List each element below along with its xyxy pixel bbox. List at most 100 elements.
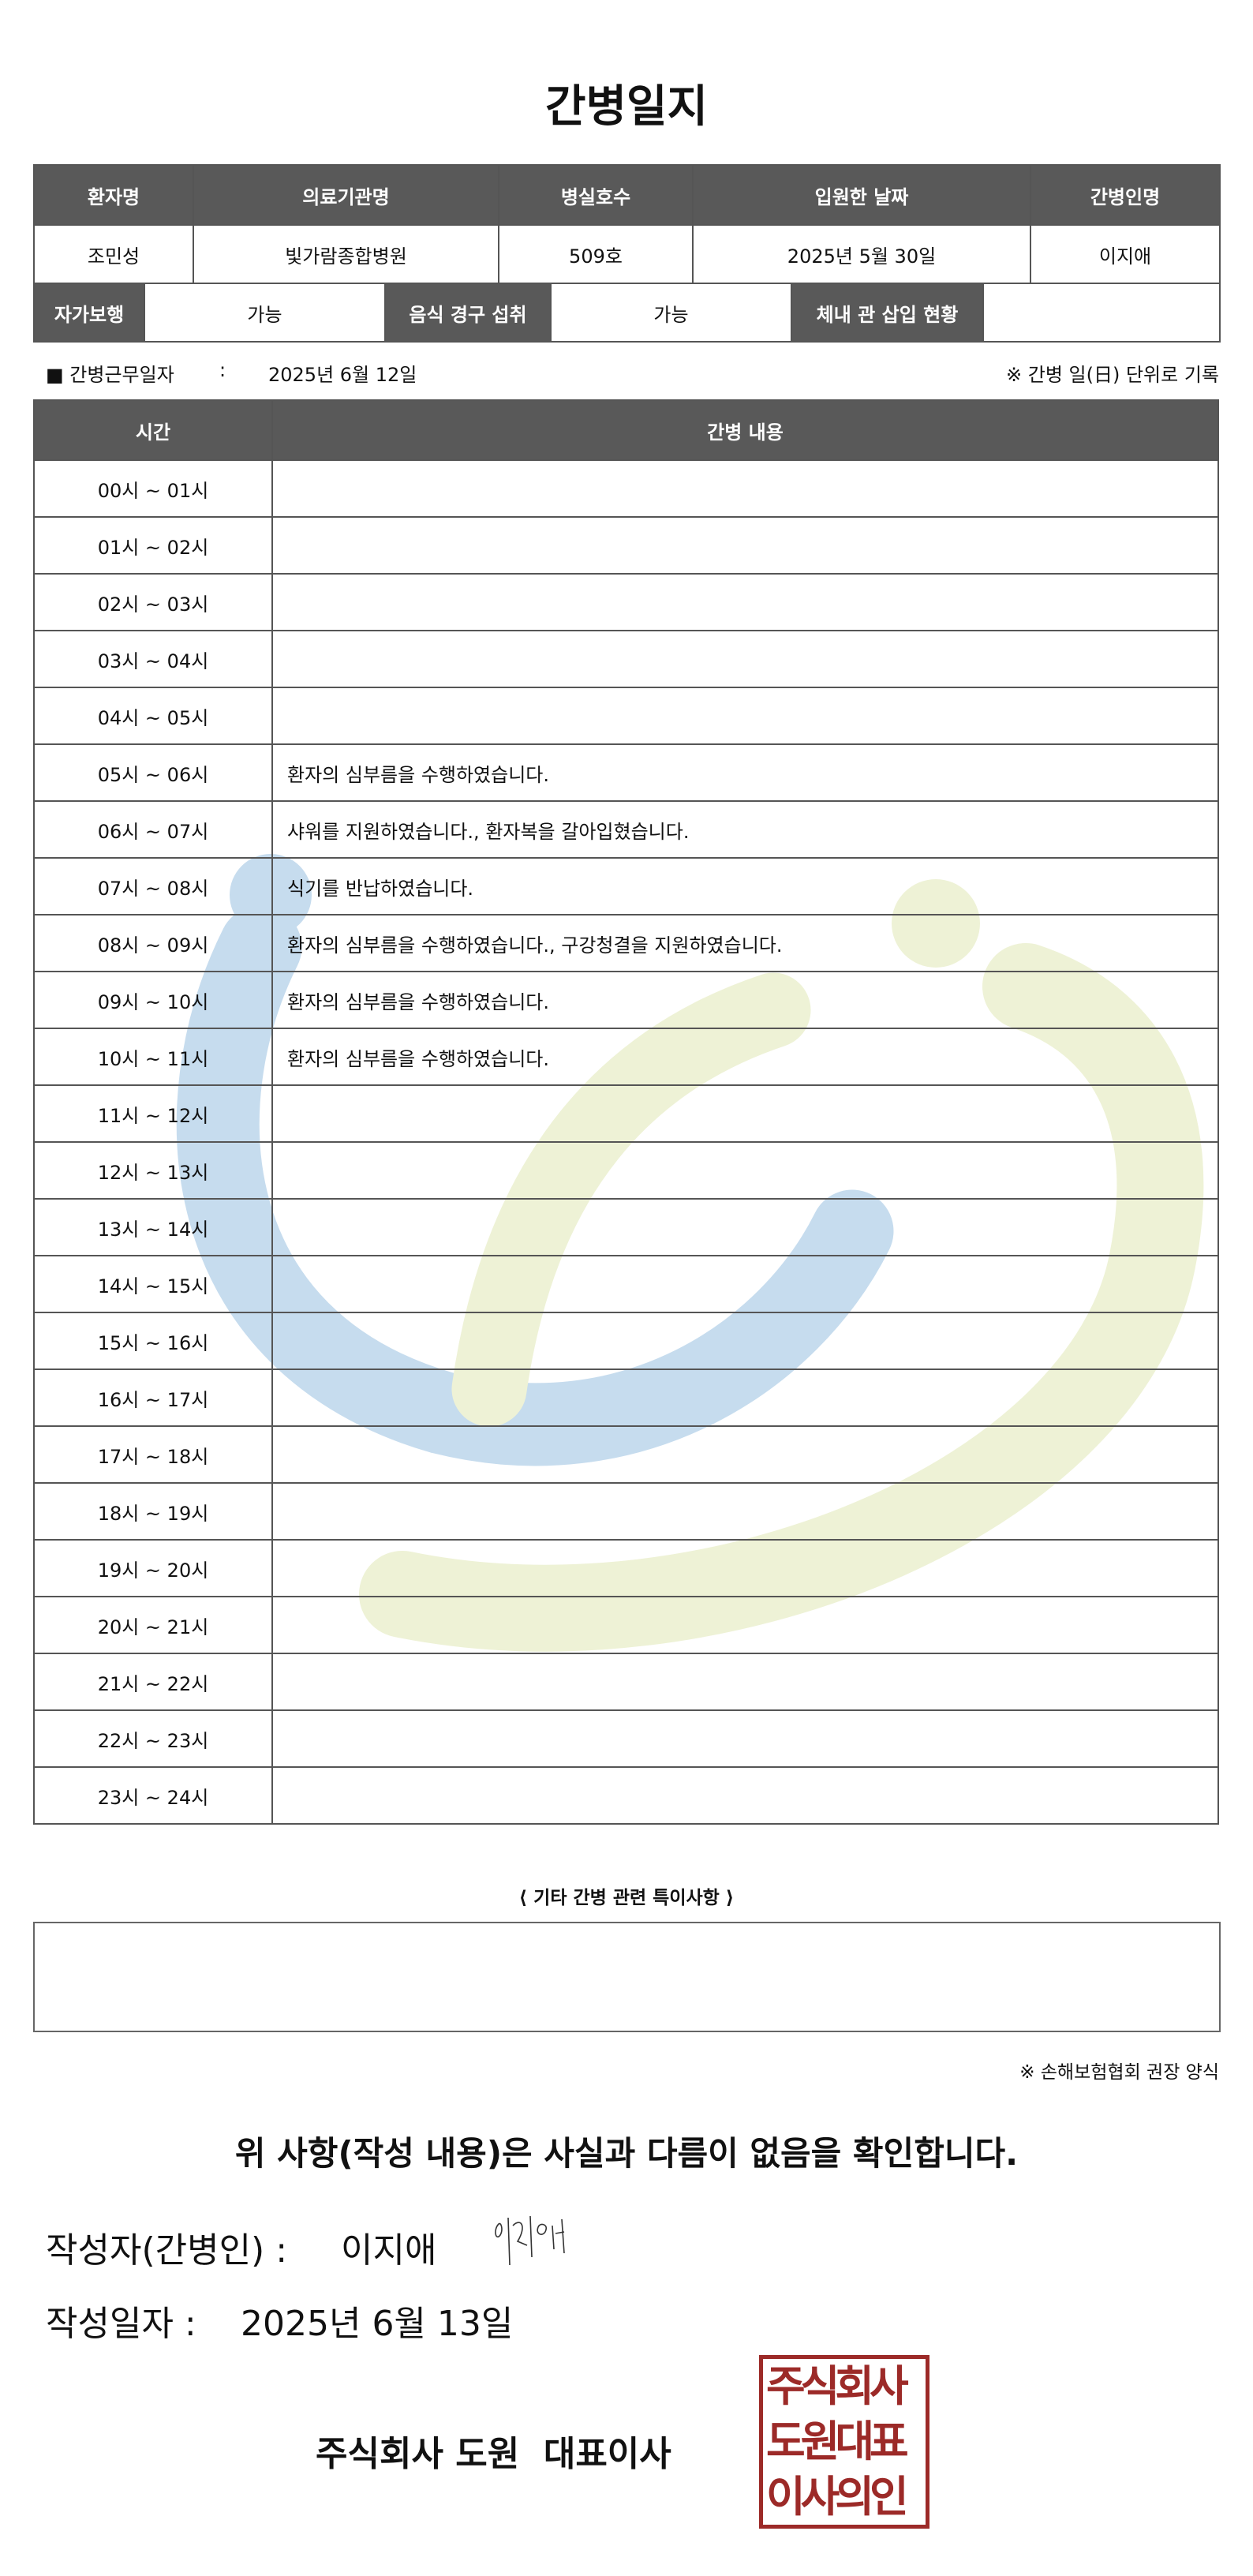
written-date-label: 작성일자 : (46, 2304, 196, 2344)
time-slot: 05시 ~ 06시 (33, 743, 273, 802)
header-admission-date: 입원한 날짜 (692, 164, 1031, 226)
patient-status-table: 자가보행 가능 음식 경구 섭취 가능 체내 관 삽입 현황 (33, 283, 1221, 343)
table-row: 18시 ~ 19시 (33, 1482, 1219, 1541)
time-slot: 08시 ~ 09시 (33, 914, 273, 972)
care-content (271, 687, 1219, 745)
time-slot: 21시 ~ 22시 (33, 1653, 273, 1711)
time-slot: 02시 ~ 03시 (33, 573, 273, 631)
time-slot: 23시 ~ 24시 (33, 1766, 273, 1825)
time-slot: 06시 ~ 07시 (33, 800, 273, 859)
time-slot: 15시 ~ 16시 (33, 1312, 273, 1370)
time-slot: 11시 ~ 12시 (33, 1084, 273, 1143)
header-patient-name: 환자명 (33, 164, 194, 226)
table-row: 19시 ~ 20시 (33, 1539, 1219, 1597)
time-slot: 03시 ~ 04시 (33, 630, 273, 688)
care-content: 샤워를 지원하였습니다., 환자복을 갈아입혔습니다. (271, 800, 1219, 859)
caregiver-name: 이지애 (1030, 224, 1221, 284)
time-slot: 07시 ~ 08시 (33, 857, 273, 915)
care-content (271, 1368, 1219, 1427)
table-row: 07시 ~ 08시 식기를 반납하였습니다. (33, 857, 1219, 915)
care-content (271, 573, 1219, 631)
table-row: 03시 ~ 04시 (33, 630, 1219, 688)
care-content (271, 459, 1219, 518)
table-row: 14시 ~ 15시 (33, 1255, 1219, 1313)
company-seal: 주식회사 도원대표 이사의인 (759, 2355, 929, 2529)
table-row: 09시 ~ 10시 환자의 심부름을 수행하였습니다. (33, 971, 1219, 1029)
care-content (271, 516, 1219, 575)
table-row: 15시 ~ 16시 (33, 1312, 1219, 1370)
header-time: 시간 (33, 399, 273, 461)
time-slot: 00시 ~ 01시 (33, 459, 273, 518)
time-slot: 01시 ~ 02시 (33, 516, 273, 575)
care-content (271, 1312, 1219, 1370)
work-date-label: ■ 간병근무일자 (46, 364, 174, 386)
table-row: 20시 ~ 21시 (33, 1596, 1219, 1654)
page-title: 간병일지 (544, 81, 709, 133)
tube-value (982, 283, 1221, 343)
care-content (271, 1539, 1219, 1597)
writer-label: 작성자(간병인) : (46, 2230, 288, 2271)
table-row: 16시 ~ 17시 (33, 1368, 1219, 1427)
time-slot: 09시 ~ 10시 (33, 971, 273, 1029)
table-row: 13시 ~ 14시 (33, 1198, 1219, 1256)
seal-line: 도원대표 (766, 2417, 909, 2466)
care-content (271, 1141, 1219, 1200)
hospital-name: 빛가람종합병원 (193, 224, 499, 284)
time-slot: 20시 ~ 21시 (33, 1596, 273, 1654)
table-row: 04시 ~ 05시 (33, 687, 1219, 745)
time-slot: 16시 ~ 17시 (33, 1368, 273, 1427)
time-slot: 17시 ~ 18시 (33, 1425, 273, 1484)
care-content (271, 1766, 1219, 1825)
self-walk-value: 가능 (144, 283, 386, 343)
work-date-value: 2025년 6월 12일 (268, 364, 417, 386)
confirmation-statement: 위 사항(작성 내용)은 사실과 다름이 없음을 확인합니다. (234, 2134, 1019, 2173)
self-walk-label: 자가보행 (33, 283, 145, 343)
time-slot: 04시 ~ 05시 (33, 687, 273, 745)
time-slot: 18시 ~ 19시 (33, 1482, 273, 1541)
table-row: 08시 ~ 09시 환자의 심부름을 수행하였습니다., 구강청결을 지원하였습니… (33, 914, 1219, 972)
patient-name: 조민성 (33, 224, 194, 284)
care-log-table: 시간 간병 내용 00시 ~ 01시 01시 ~ 02시 02시 ~ 03시 03시 … (33, 399, 1219, 1825)
table-row: 05시 ~ 06시 환자의 심부름을 수행하였습니다. (33, 743, 1219, 802)
time-slot: 22시 ~ 23시 (33, 1709, 273, 1768)
care-content: 환자의 심부름을 수행하였습니다. (271, 743, 1219, 802)
table-row: 02시 ~ 03시 (33, 573, 1219, 631)
care-content (271, 1425, 1219, 1484)
time-slot: 19시 ~ 20시 (33, 1539, 273, 1597)
care-content: 환자의 심부름을 수행하였습니다. (271, 1028, 1219, 1086)
care-content: 환자의 심부름을 수행하였습니다. (271, 971, 1219, 1029)
notes-box (33, 1922, 1221, 2032)
header-care-content: 간병 내용 (271, 399, 1219, 461)
work-date-separator: : (219, 359, 226, 381)
table-row: 10시 ~ 11시 환자의 심부름을 수행하였습니다. (33, 1028, 1219, 1086)
time-slot: 10시 ~ 11시 (33, 1028, 273, 1086)
care-content (271, 1084, 1219, 1143)
patient-info-table: 환자명 의료기관명 병실호수 입원한 날짜 간병인명 조민성 빛가람종합병원 5… (33, 164, 1221, 284)
admission-date: 2025년 5월 30일 (692, 224, 1031, 284)
oral-intake-label: 음식 경구 섭취 (384, 283, 552, 343)
table-row: 11시 ~ 12시 (33, 1084, 1219, 1143)
table-row: 01시 ~ 02시 (33, 516, 1219, 575)
header-room: 병실호수 (498, 164, 694, 226)
table-row: 00시 ~ 01시 (33, 459, 1219, 518)
handwritten-signature (495, 2215, 565, 2266)
notes-title: ⟨ 기타 간병 관련 특이사항 ⟩ (518, 1888, 735, 1908)
time-slot: 12시 ~ 13시 (33, 1141, 273, 1200)
time-slot: 14시 ~ 15시 (33, 1255, 273, 1313)
seal-line: 주식회사 (766, 2361, 909, 2411)
care-content (271, 1709, 1219, 1768)
care-content: 환자의 심부름을 수행하였습니다., 구강청결을 지원하였습니다. (271, 914, 1219, 972)
care-content (271, 630, 1219, 688)
room-number: 509호 (498, 224, 694, 284)
care-content (271, 1482, 1219, 1541)
written-date-value: 2025년 6월 13일 (241, 2304, 514, 2344)
tube-label: 체내 관 삽입 현황 (791, 283, 984, 343)
oral-intake-value: 가능 (550, 283, 792, 343)
care-content (271, 1596, 1219, 1654)
header-hospital: 의료기관명 (193, 164, 499, 226)
time-slot: 13시 ~ 14시 (33, 1198, 273, 1256)
care-content: 식기를 반납하였습니다. (271, 857, 1219, 915)
care-content (271, 1255, 1219, 1313)
table-row: 22시 ~ 23시 (33, 1709, 1219, 1768)
form-note: ※ 손해보험협회 권장 양식 (1019, 2062, 1219, 2083)
